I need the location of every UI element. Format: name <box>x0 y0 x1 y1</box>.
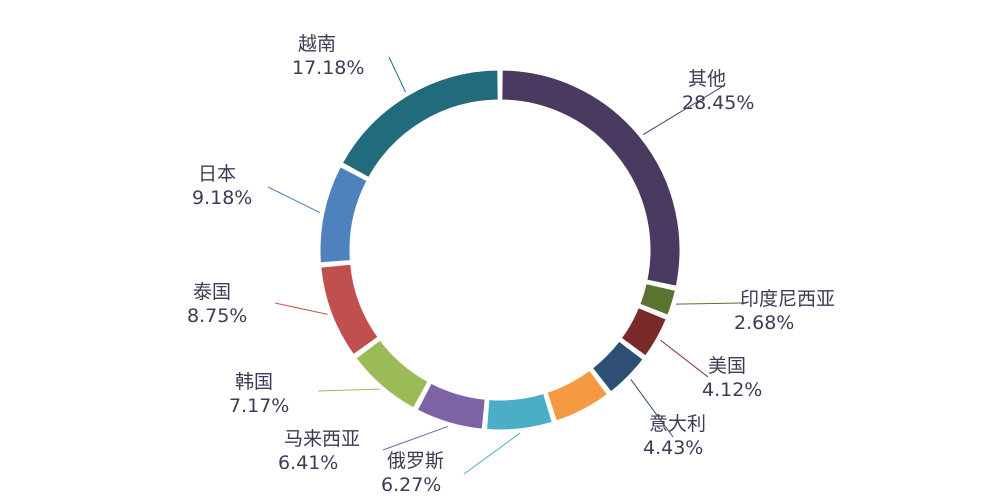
slice-美国 <box>620 307 667 357</box>
leader-line-俄罗斯 <box>463 432 521 475</box>
slice-意大利 <box>591 340 644 393</box>
slice-value-label: 28.45% <box>682 92 754 114</box>
slice-name-label: 韩国 <box>235 371 273 393</box>
slice-value-label: 2.68% <box>734 312 794 334</box>
slice-name-label: 日本 <box>198 163 236 185</box>
slice-泰国 <box>320 263 379 356</box>
leader-line-日本 <box>267 186 321 214</box>
slice-韩国 <box>355 339 429 409</box>
slice-name-label: 俄罗斯 <box>387 450 444 472</box>
slice-value-label: 8.75% <box>187 305 247 327</box>
leader-line-越南 <box>388 56 407 93</box>
slice-value-label: 4.12% <box>702 379 762 401</box>
slice-value-label: 17.18% <box>292 57 364 79</box>
slice-name-label: 美国 <box>708 355 746 377</box>
slice-name-label: 越南 <box>298 33 336 55</box>
slice-name-label: 印度尼西亚 <box>740 288 835 310</box>
slice-日本 <box>319 166 368 264</box>
leader-line-马来西亚 <box>382 425 448 451</box>
slice-俄罗斯 <box>486 392 553 431</box>
slice-value-label: 7.17% <box>229 395 289 417</box>
leader-line-其他 <box>643 84 726 135</box>
slice-value-label: 4.43% <box>643 437 703 459</box>
slice-name-label: 马来西亚 <box>284 428 360 450</box>
slice-印度尼西亚 <box>639 283 677 316</box>
slice-value-label: 9.18% <box>192 187 252 209</box>
slice-name-label: 泰国 <box>193 281 231 303</box>
leader-line-泰国 <box>274 302 328 315</box>
slice-value-label: 6.41% <box>278 452 338 474</box>
slice-马来西亚 <box>416 382 486 430</box>
leader-line-韩国 <box>317 388 380 392</box>
leader-line-印度尼西亚 <box>675 302 743 305</box>
donut-slices <box>319 69 681 431</box>
slice-unlabeled-4 <box>546 369 609 422</box>
slice-越南 <box>341 69 499 179</box>
leader-line-意大利 <box>630 379 674 438</box>
slice-name-label: 意大利 <box>649 413 706 435</box>
slice-value-label: 6.27% <box>381 474 441 496</box>
leader-lines <box>267 56 743 475</box>
slice-name-label: 其他 <box>688 68 726 90</box>
slice-其他 <box>501 69 681 287</box>
leader-line-美国 <box>660 339 709 378</box>
